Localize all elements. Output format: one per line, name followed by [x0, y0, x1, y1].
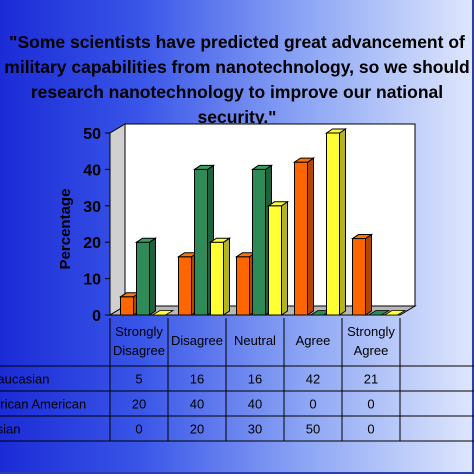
table-cell-value: 0 [367, 422, 374, 437]
bar [178, 256, 192, 316]
table-cell-value: 50 [306, 422, 320, 437]
category-label: Strongly [115, 324, 163, 339]
y-axis-ticks: 0 10 20 30 40 50 [83, 126, 110, 325]
bar [194, 168, 208, 316]
bar-side [223, 237, 230, 316]
y-tick-label: 50 [83, 126, 101, 143]
bar-top [192, 164, 216, 170]
table-cell-value: 0 [367, 397, 374, 412]
bar-side [339, 128, 346, 316]
bar-side [281, 200, 288, 316]
table-cell-value: 0 [135, 422, 142, 437]
bar-zero [367, 310, 391, 316]
bar-side [307, 157, 314, 316]
category-label: Agree [296, 333, 331, 348]
chart-title: "Some scientists have predicted great ad… [4, 32, 470, 127]
y-tick-label: 0 [92, 308, 101, 325]
table-cell-value: 30 [248, 422, 262, 437]
bar [252, 168, 266, 316]
category-label: Disagree [113, 343, 165, 358]
bar [352, 238, 366, 316]
data-table: Strongly Disagree Disagree Neutral Agree Stro… [0, 318, 474, 442]
y-tick-label: 40 [83, 162, 101, 179]
bar [326, 132, 340, 316]
bar [294, 161, 308, 316]
table-cell-value: 16 [190, 372, 204, 387]
table-cell-value: 20 [190, 422, 204, 437]
y-axis-label: Percentage [57, 189, 74, 270]
bar-top [266, 201, 290, 207]
bar [210, 241, 224, 316]
table-cell-value: 42 [306, 372, 320, 387]
table-cell-value: 5 [135, 372, 142, 387]
bar-side [149, 237, 156, 316]
table-cell-value: 40 [190, 397, 204, 412]
y-tick-label: 30 [83, 199, 101, 216]
bars [118, 128, 407, 316]
bar-top [208, 237, 232, 243]
row-label: Caucasian [0, 372, 49, 387]
bar [236, 256, 250, 316]
bar-top [324, 128, 348, 134]
table-cell-value: 40 [248, 397, 262, 412]
bar-side [365, 233, 372, 316]
bar-top [350, 234, 374, 240]
row-label: African American [0, 397, 86, 412]
category-label: Agree [354, 343, 389, 358]
bar-top [134, 237, 158, 243]
bar-zero [383, 310, 407, 316]
bar-top [250, 164, 274, 170]
table-cell-value: 16 [248, 372, 262, 387]
y-tick-label: 20 [83, 235, 101, 252]
category-label: Strongly [347, 324, 395, 339]
table-cell-value: 20 [132, 397, 146, 412]
y-tick-label: 10 [83, 272, 101, 289]
bar [268, 205, 282, 316]
bar [136, 241, 150, 316]
bar-top [292, 157, 316, 163]
bar-zero [151, 310, 175, 316]
row-label: Asian [0, 422, 21, 437]
category-label: Disagree [171, 333, 223, 348]
table-cell-value: 0 [309, 397, 316, 412]
bar [120, 296, 134, 316]
side-wall [109, 123, 126, 316]
table-cell-value: 21 [364, 372, 378, 387]
category-label: Neutral [234, 333, 276, 348]
